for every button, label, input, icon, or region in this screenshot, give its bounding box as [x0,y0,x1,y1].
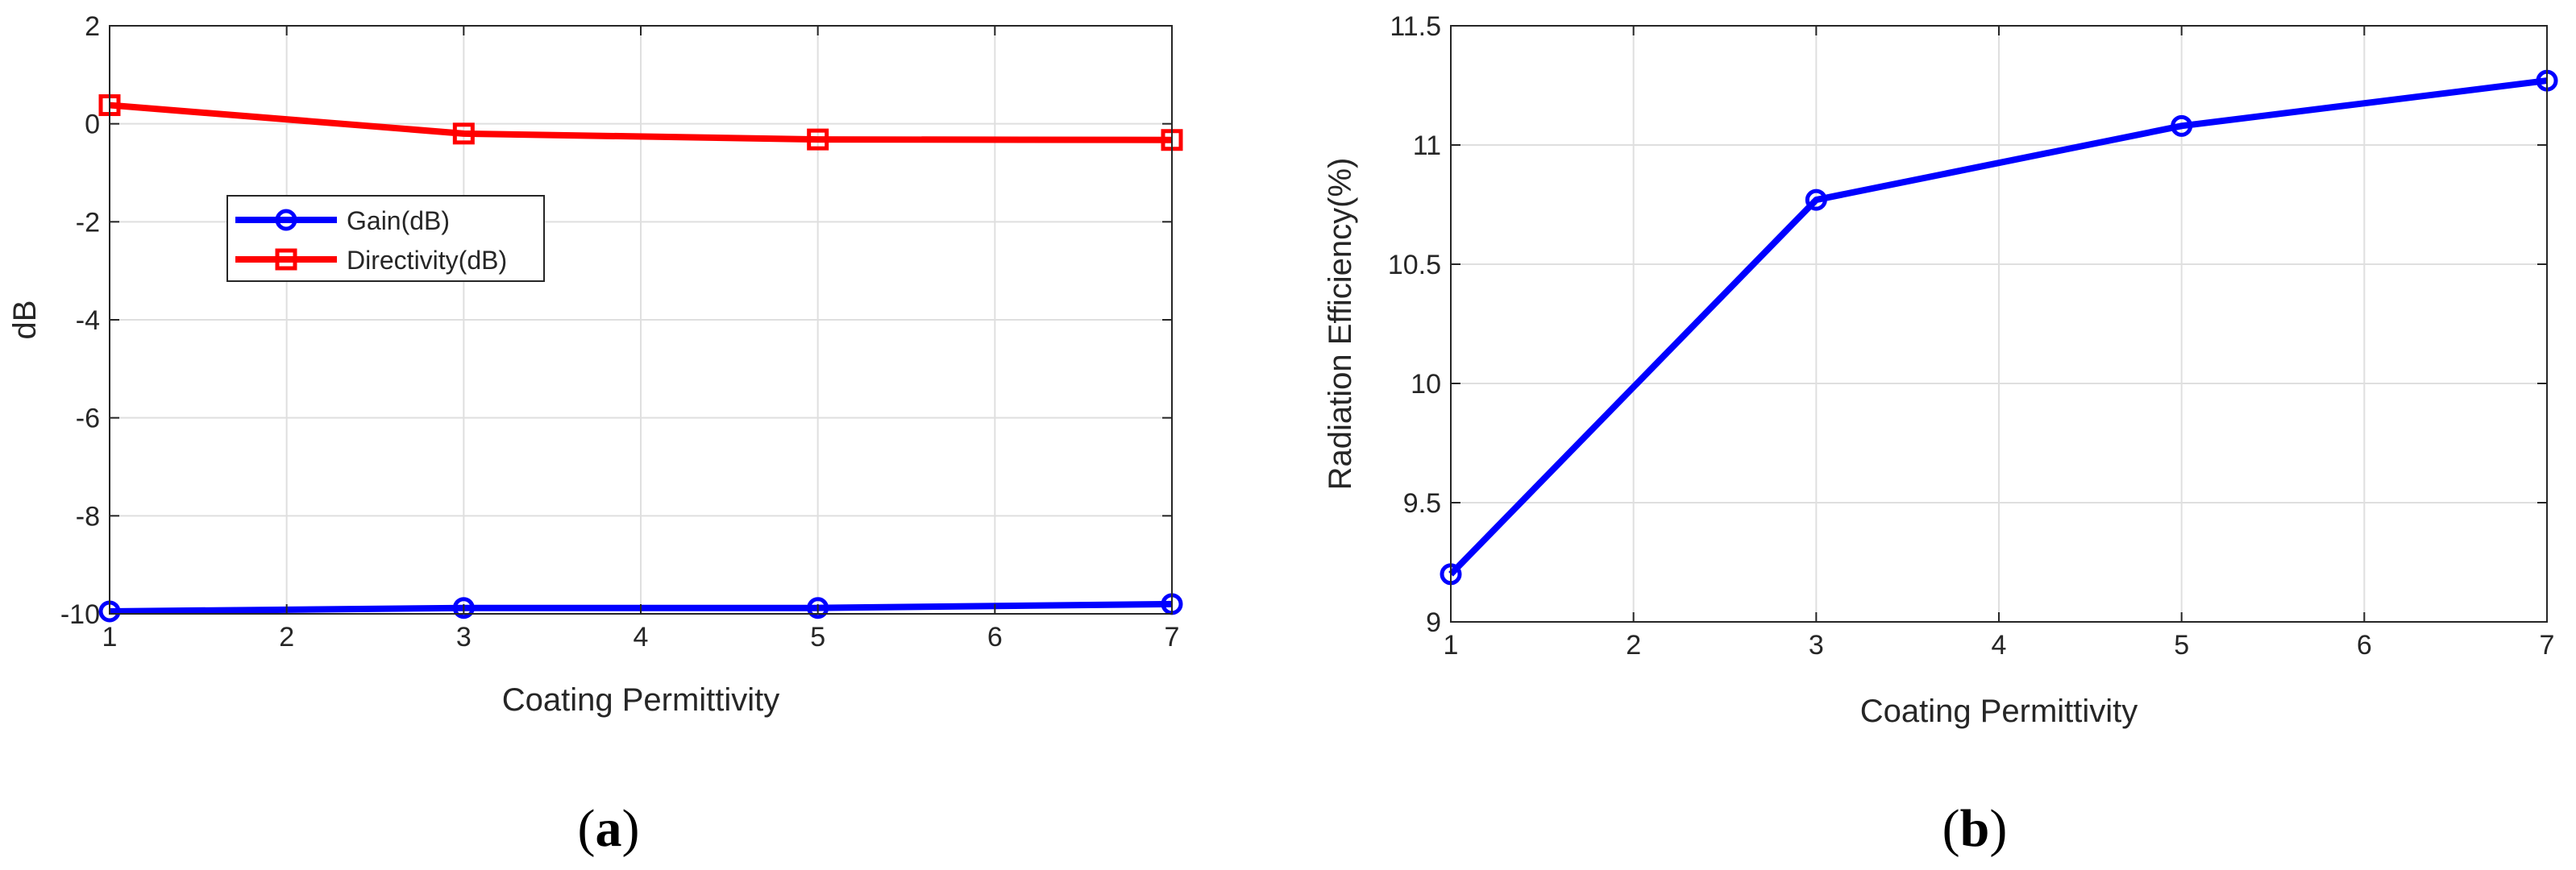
panel-label-b: (b) [1942,799,2008,858]
y-axis-label-b: Radiation Efficiency(%) [1323,158,1358,491]
x-axis-label-a: Coating Permittivity [502,682,780,718]
y-tick-label: 0 [85,110,100,140]
x-tick-label: 7 [1165,622,1180,652]
y-axis-label-a: dB [7,300,43,340]
y-tick-label: -8 [76,501,100,532]
legend-marker-directivity [275,248,297,271]
data-point-square [807,128,829,151]
series-line-1 [109,102,1173,143]
chart-panel-a: 1 2 3 4 5 6 7 -10 -8 -6 -4 -2 0 2 Coating Permittivit… [7,11,1183,858]
y-tick-label: 2 [85,11,100,42]
x-tick-label: 5 [810,622,825,652]
ticks-b: 1 2 3 4 5 6 7 9 9.5 10 10.5 11 11.5 [1388,11,2555,661]
x-tick-label: 6 [987,622,1003,652]
data-point-circle [1805,188,1827,211]
x-tick-label: 1 [102,622,118,652]
data-point-circle [807,597,829,619]
data-point-square [452,122,475,145]
x-tick-label: 2 [279,622,294,652]
y-tick-label: 11.5 [1390,11,1441,42]
x-tick-label: 1 [1444,630,1459,661]
x-tick-label: 7 [2540,630,2555,661]
x-tick-label: 6 [2357,630,2372,661]
panel-label-a: (a) [578,799,640,858]
y-tick-label: -10 [60,599,100,630]
y-tick-label: 10 [1411,369,1441,400]
chart-panel-b: 1 2 3 4 5 6 7 9 9.5 10 10.5 11 11.5 Coating Permitti… [1323,11,2558,858]
data-point-circle [452,597,475,619]
x-tick-label: 3 [456,622,472,652]
y-tick-label: 9 [1426,607,1441,638]
y-tick-label: 9.5 [1403,488,1441,519]
x-tick-label: 3 [1809,630,1824,661]
y-tick-label: -6 [76,404,100,434]
legend-label-gain: Gain(dB) [347,206,450,235]
y-tick-label: -2 [76,207,100,238]
x-tick-label: 2 [1626,630,1641,661]
x-tick-label: 4 [1992,630,2007,661]
y-tick-label: 10.5 [1388,250,1441,280]
y-tick-label: -4 [76,305,100,336]
y-tick-label: 11 [1413,130,1441,161]
x-tick-label: 4 [634,622,649,652]
series-line-0 [1448,77,2548,577]
legend-a: Gain(dB) Directivity(dB) [226,195,545,282]
x-axis-label-b: Coating Permittivity [1860,694,2138,729]
legend-marker-gain [275,209,297,231]
ticks-a: 1 2 3 4 5 6 7 -10 -8 -6 -4 -2 0 2 [60,11,1180,652]
data-point-circle [2171,114,2193,137]
x-tick-label: 5 [2174,630,2189,661]
legend-label-directivity: Directivity(dB) [347,246,507,275]
